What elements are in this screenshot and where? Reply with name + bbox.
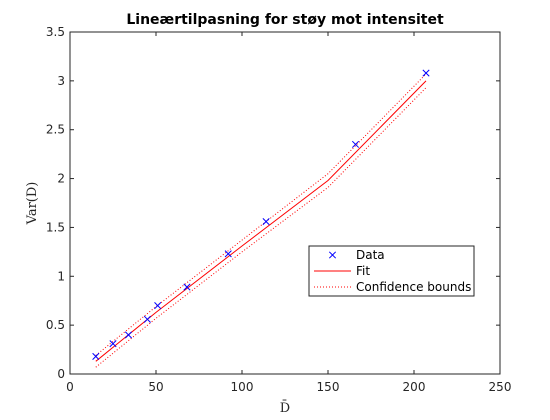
axes-box	[69, 31, 501, 375]
y-tick-label: 2	[57, 172, 65, 186]
y-tick-label: 1.5	[46, 220, 65, 234]
x-tick-label: 0	[66, 380, 74, 394]
y-tick-label: 0.5	[46, 318, 65, 332]
y-tick-label: 2.5	[46, 123, 65, 137]
data-point	[351, 140, 360, 148]
data-point	[154, 302, 162, 310]
data-point	[92, 352, 100, 360]
fit-line	[95, 80, 427, 362]
data-point-stroke	[124, 331, 133, 339]
data-point	[124, 331, 133, 339]
data-point-stroke	[262, 218, 270, 226]
legend-label: Confidence bounds	[356, 280, 471, 294]
data-point-stroke	[143, 315, 151, 323]
data-point	[109, 340, 117, 348]
data-point-stroke	[183, 283, 191, 291]
x-tick-label: 50	[148, 380, 163, 394]
y-axis-label: Var(D)	[25, 182, 40, 226]
legend: Data Fit Confidence bounds	[308, 245, 475, 297]
x-tick-label: 200	[403, 380, 426, 394]
plot-area	[92, 69, 430, 368]
data-point-stroke	[109, 340, 117, 348]
x-tick-label: 100	[231, 380, 254, 394]
data-point-stroke	[422, 69, 430, 77]
data-point-stroke	[351, 140, 360, 148]
data-point	[422, 69, 430, 77]
legend-label: Fit	[356, 264, 370, 278]
data-point	[183, 283, 191, 291]
x-axis-label: D̄	[280, 400, 290, 416]
legend-label: Data	[356, 248, 385, 262]
y-tick-label: 3.5	[46, 25, 65, 39]
chart-title: Lineærtilpasning for støy mot intensitet	[126, 12, 444, 28]
y-tick-label: 3	[57, 74, 65, 88]
data-point-stroke	[92, 352, 100, 360]
confidence-upper-line	[95, 73, 427, 356]
x-tick-label: 250	[489, 380, 512, 394]
y-tick-label: 0	[57, 367, 65, 381]
axes: 0 50 100 150 200 250 0 0.5 1 1.5 2 2.5 3 3.5	[46, 25, 512, 394]
data-point-stroke	[224, 250, 232, 258]
data-point	[143, 315, 151, 323]
data-point	[224, 250, 232, 258]
data-point	[262, 218, 270, 226]
data-point-stroke	[154, 302, 162, 310]
legend-marker-data	[328, 251, 337, 259]
y-tick-label: 1	[57, 269, 65, 283]
x-tick-label: 150	[317, 380, 340, 394]
confidence-lower-line	[95, 87, 427, 368]
